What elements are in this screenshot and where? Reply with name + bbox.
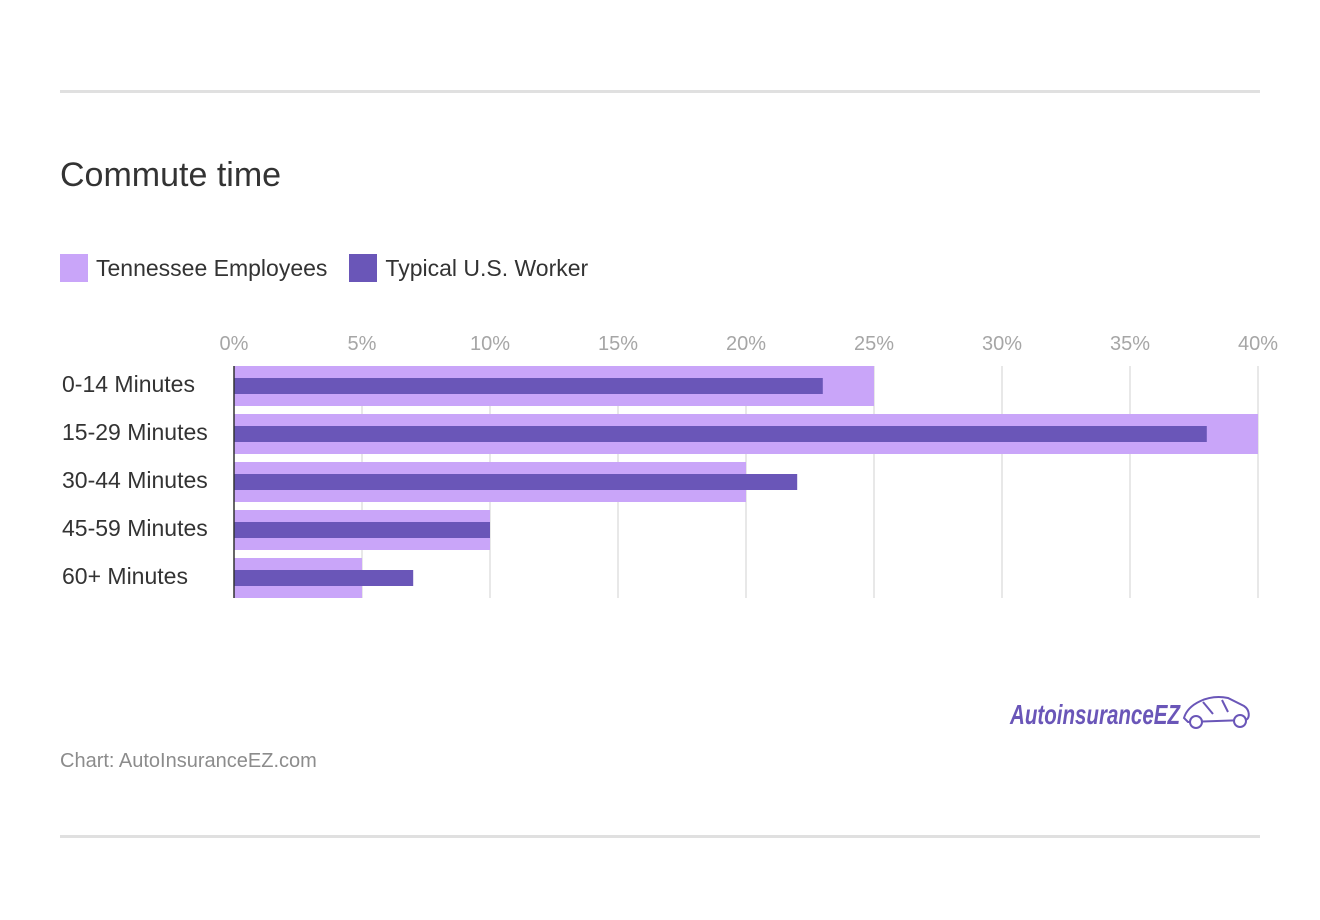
bottom-divider: [60, 835, 1260, 838]
car-icon: [1182, 696, 1250, 729]
bar-us: [234, 426, 1207, 442]
x-tick-label: 15%: [598, 333, 638, 355]
x-tick-label: 35%: [1110, 333, 1150, 355]
legend: Tennessee Employees Typical U.S. Worker: [60, 254, 588, 282]
legend-item-tennessee[interactable]: Tennessee Employees: [60, 254, 327, 282]
category-label: 0-14 Minutes: [62, 371, 195, 397]
category-label: 60+ Minutes: [62, 563, 188, 589]
logo-wordmark: AutoinsuranceEZ: [1009, 699, 1180, 730]
legend-label-us: Typical U.S. Worker: [385, 254, 589, 281]
category-label: 15-29 Minutes: [62, 419, 208, 445]
legend-swatch-us: [349, 254, 378, 282]
top-divider: [60, 90, 1260, 93]
bar-us: [234, 570, 414, 586]
legend-item-us[interactable]: Typical U.S. Worker: [349, 254, 588, 282]
x-tick-label: 40%: [1238, 333, 1278, 355]
bar-chart: 0% 5% 10% 15% 20% 25% 30% 35% 40% 0-14 Minutes 15-…: [62, 333, 1278, 598]
bar-us: [234, 378, 823, 394]
x-tick-label: 10%: [470, 333, 510, 355]
legend-swatch-tennessee: [60, 254, 88, 282]
x-tick-label: 5%: [348, 333, 377, 355]
bar-us: [234, 522, 490, 538]
autoinsuranceez-logo[interactable]: AutoinsuranceEZ: [1008, 688, 1258, 738]
chart-title: Commute time: [60, 156, 282, 194]
category-label: 30-44 Minutes: [62, 467, 208, 493]
x-tick-label: 30%: [982, 333, 1022, 355]
x-tick-label: 20%: [726, 333, 766, 355]
chart-source: Chart: AutoInsuranceEZ.com: [60, 750, 317, 772]
x-tick-label: 0%: [220, 333, 249, 355]
category-label: 45-59 Minutes: [62, 515, 208, 541]
bar-us: [234, 474, 798, 490]
x-tick-label: 25%: [854, 333, 894, 355]
legend-label-tennessee: Tennessee Employees: [96, 254, 328, 281]
